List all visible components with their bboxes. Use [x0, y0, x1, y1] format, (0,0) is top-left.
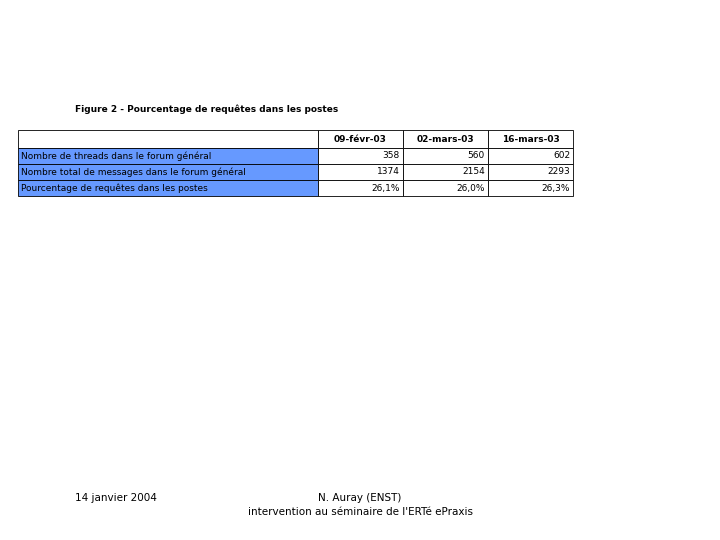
Text: intervention au séminaire de l'ERTé ePraxis: intervention au séminaire de l'ERTé ePra…	[248, 507, 472, 517]
Bar	[318, 148, 403, 164]
Bar	[18, 130, 318, 148]
Bar	[488, 164, 573, 180]
Bar	[18, 164, 318, 180]
Text: 2293: 2293	[547, 167, 570, 177]
Text: Figure 2 - Pourcentage de requêtes dans les postes: Figure 2 - Pourcentage de requêtes dans …	[75, 105, 338, 114]
Text: 358: 358	[383, 152, 400, 160]
Text: 16-mars-03: 16-mars-03	[502, 134, 559, 144]
Text: Nombre total de messages dans le forum général: Nombre total de messages dans le forum g…	[21, 167, 246, 177]
Text: Pourcentage de requêtes dans les postes: Pourcentage de requêtes dans les postes	[21, 183, 208, 193]
Bar	[318, 180, 403, 196]
Text: 26,0%: 26,0%	[456, 184, 485, 192]
Text: 602: 602	[553, 152, 570, 160]
Bar	[488, 130, 573, 148]
Bar	[18, 148, 318, 164]
Text: 14 janvier 2004: 14 janvier 2004	[75, 493, 157, 503]
Bar	[403, 180, 488, 196]
Text: 26,3%: 26,3%	[541, 184, 570, 192]
Text: N. Auray (ENST): N. Auray (ENST)	[318, 493, 402, 503]
Bar	[488, 148, 573, 164]
Text: 02-mars-03: 02-mars-03	[417, 134, 474, 144]
Text: Nombre de threads dans le forum général: Nombre de threads dans le forum général	[21, 151, 212, 161]
Bar	[318, 130, 403, 148]
Bar	[403, 148, 488, 164]
Text: 560: 560	[468, 152, 485, 160]
Bar	[18, 180, 318, 196]
Text: 26,1%: 26,1%	[372, 184, 400, 192]
Bar	[403, 164, 488, 180]
Bar	[488, 180, 573, 196]
Bar	[318, 164, 403, 180]
Text: 2154: 2154	[462, 167, 485, 177]
Bar	[403, 130, 488, 148]
Text: 09-févr-03: 09-févr-03	[334, 134, 387, 144]
Text: 1374: 1374	[377, 167, 400, 177]
